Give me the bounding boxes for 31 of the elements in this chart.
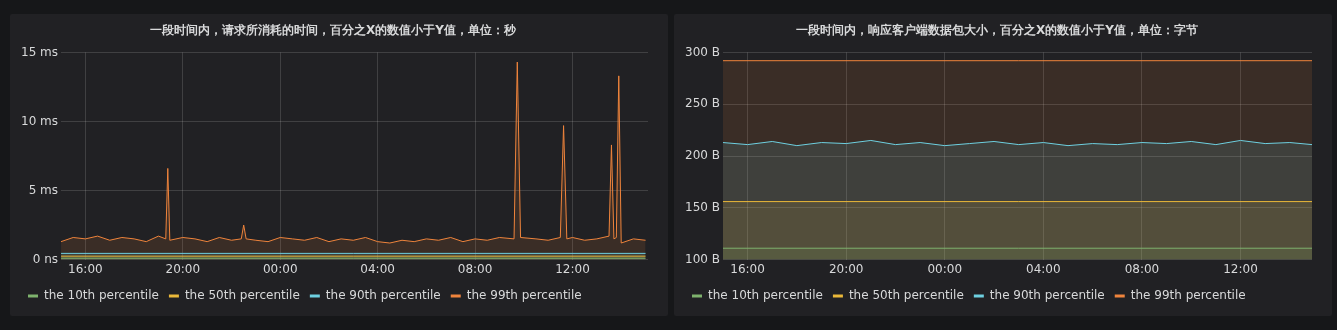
x-tick-label: 00:00 bbox=[262, 261, 298, 276]
y-tick-label: 15 ms bbox=[20, 44, 59, 59]
y-tick-label: 10 ms bbox=[20, 113, 59, 128]
chart-title: 一段时间内，响应客户端数据包大小，百分之X的数值小于Y值，单位：字节 bbox=[796, 23, 1198, 38]
x-tick-label: 12:00 bbox=[555, 261, 590, 276]
legend-label: the 90th percentile bbox=[325, 288, 441, 303]
y-tick-label: 250 B bbox=[685, 96, 720, 111]
legend-label: the 10th percentile bbox=[44, 288, 159, 303]
x-tick-label: 16:00 bbox=[730, 261, 765, 276]
legend-label: the 50th percentile bbox=[848, 288, 964, 303]
x-tick-label: 20:00 bbox=[828, 261, 864, 276]
x-tick-label: 08:00 bbox=[1124, 261, 1160, 276]
y-tick-label: 200 B bbox=[685, 148, 720, 163]
legend-label: the 99th percentile bbox=[1130, 288, 1246, 303]
chart-title: 一段时间内，请求所消耗的时间，百分之X的数值小于Y值，单位：秒 bbox=[150, 23, 517, 38]
x-tick-label: 04:00 bbox=[360, 261, 395, 276]
y-tick-label: 150 B bbox=[685, 199, 720, 214]
x-tick-label: 08:00 bbox=[457, 261, 493, 276]
legend-label: the 50th percentile bbox=[184, 288, 300, 303]
y-tick-label: 0 ns bbox=[32, 251, 59, 266]
legend-label: the 99th percentile bbox=[466, 288, 582, 303]
y-tick-label: 100 B bbox=[685, 251, 720, 266]
legend-label: the 90th percentile bbox=[989, 288, 1105, 303]
legend-label: the 10th percentile bbox=[708, 288, 823, 303]
y-tick-label: 5 ms bbox=[28, 182, 59, 197]
x-tick-label: 12:00 bbox=[1223, 261, 1258, 276]
x-tick-label: 20:00 bbox=[165, 261, 201, 276]
x-tick-label: 16:00 bbox=[68, 261, 103, 276]
y-tick-label: 300 B bbox=[685, 44, 720, 59]
x-tick-label: 00:00 bbox=[927, 261, 963, 276]
x-tick-label: 04:00 bbox=[1026, 261, 1061, 276]
